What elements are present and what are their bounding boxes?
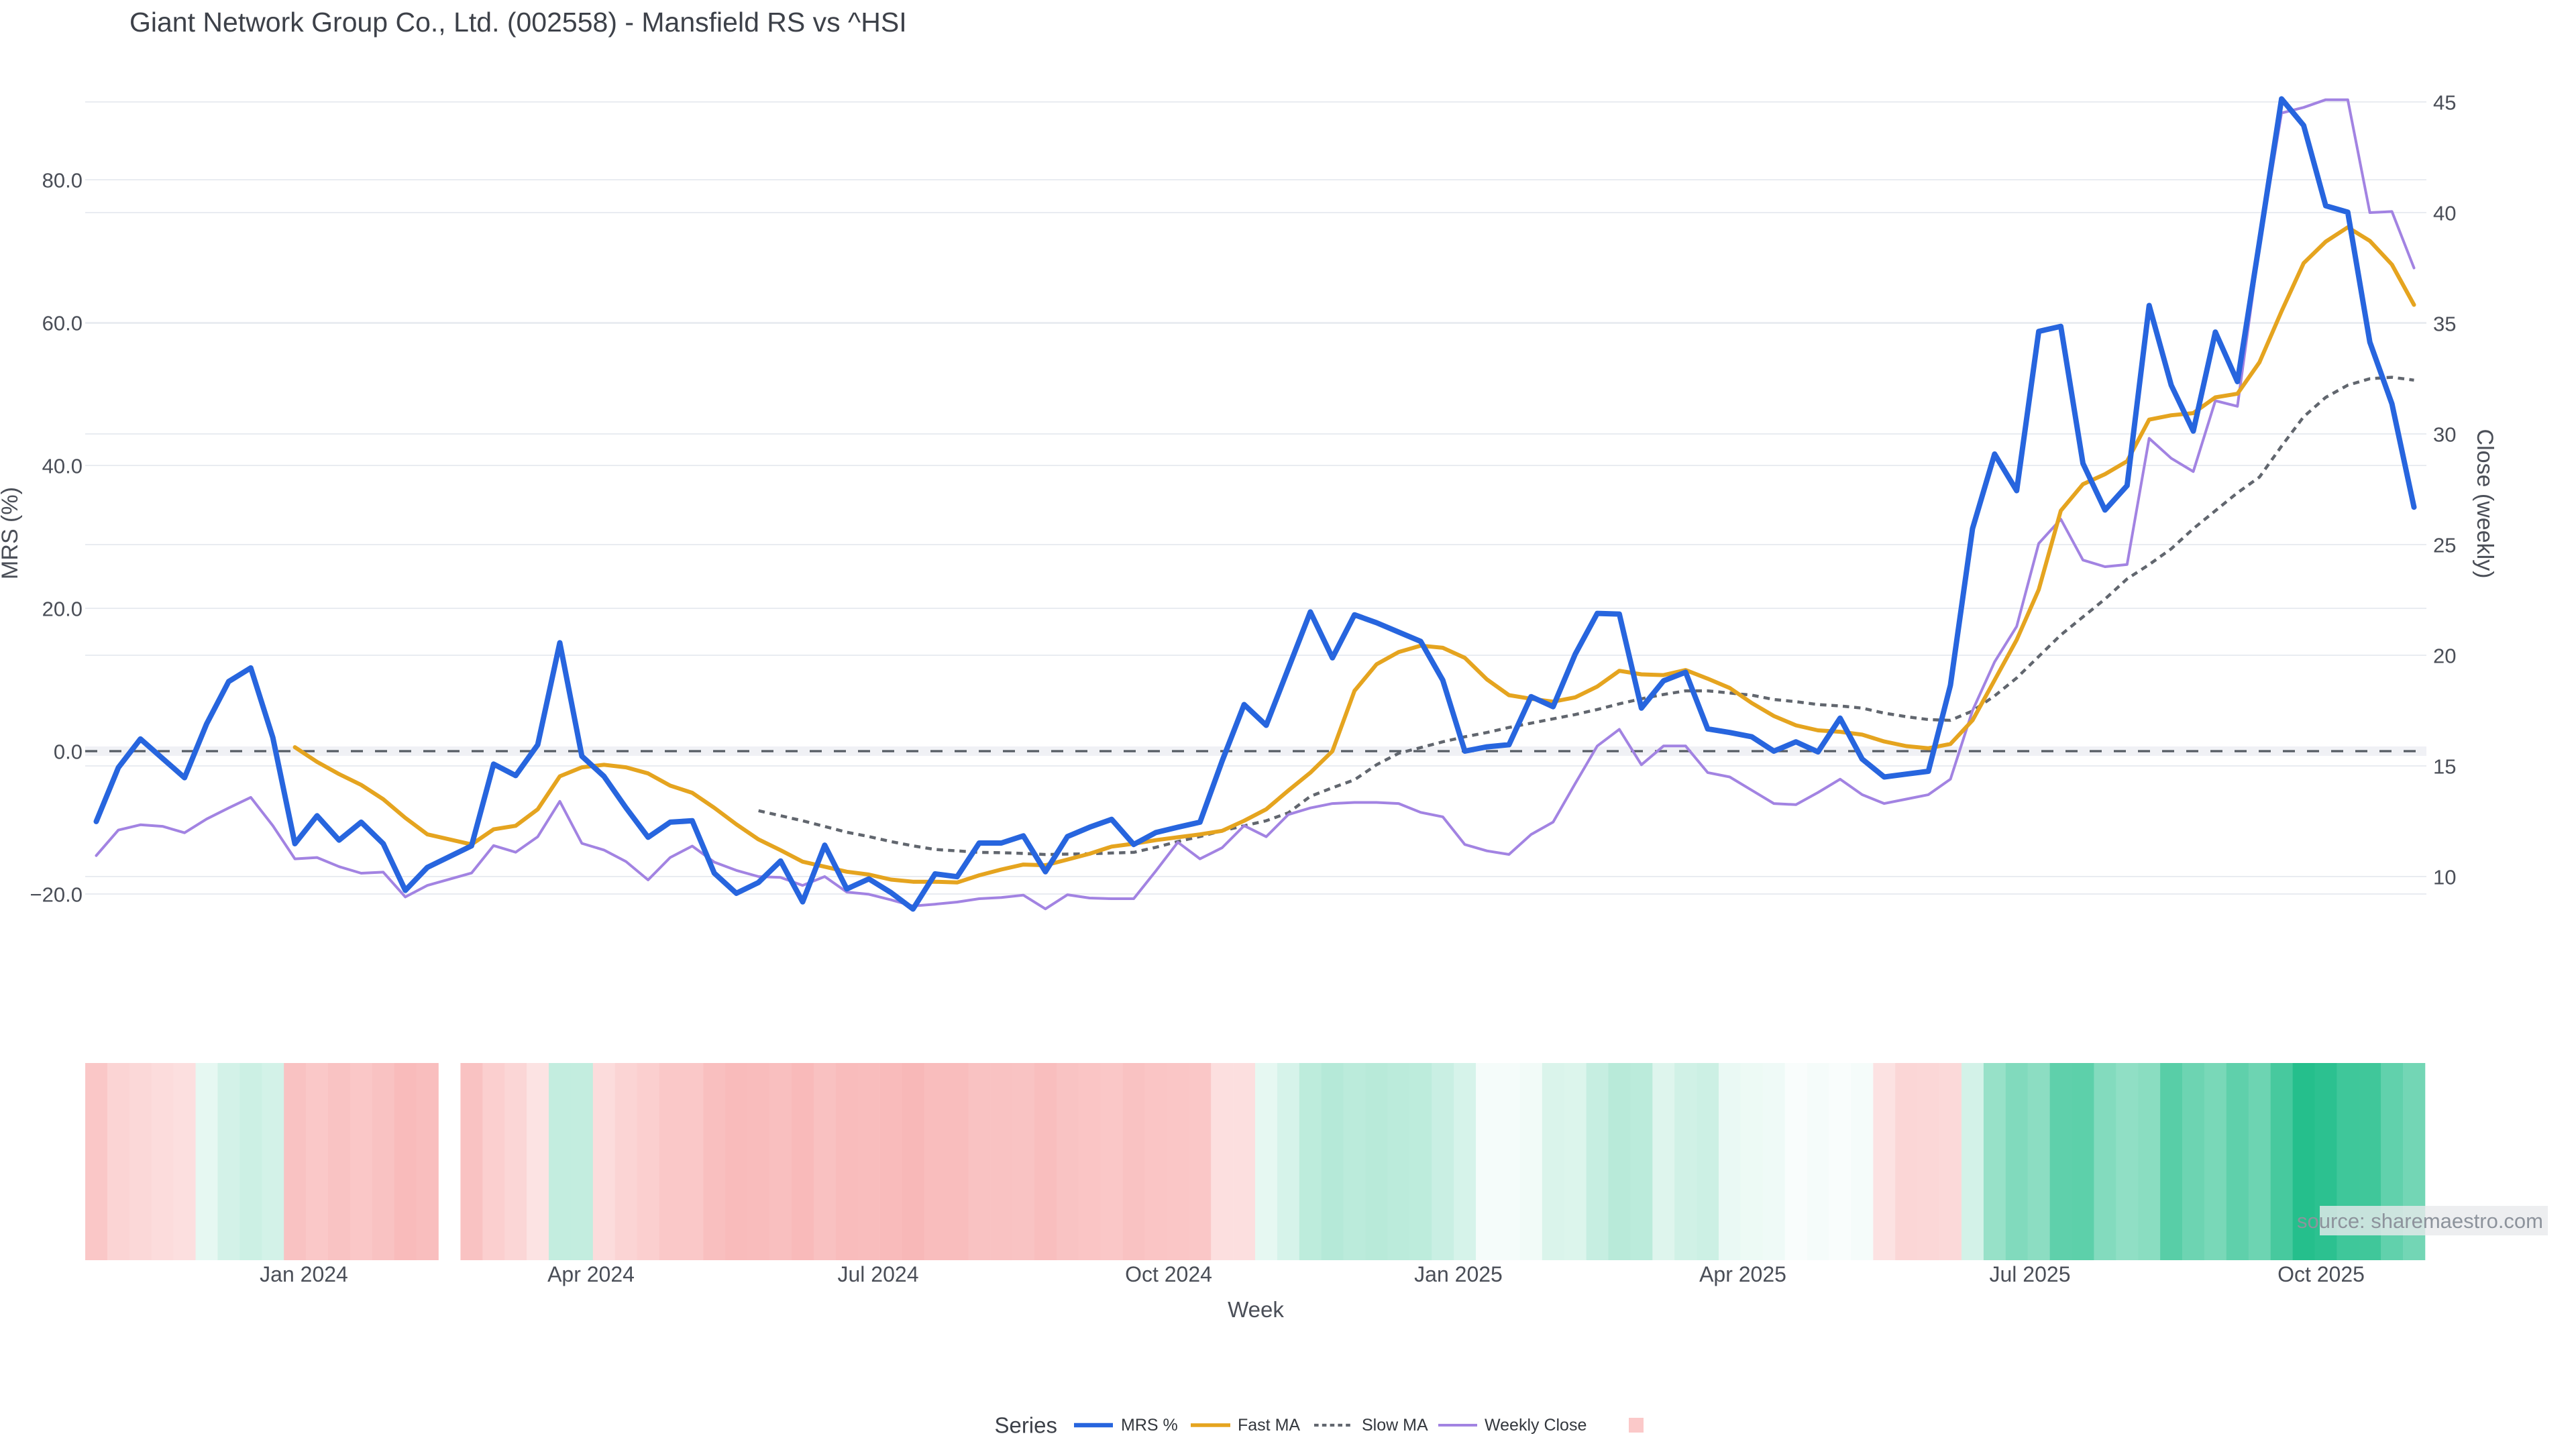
svg-text:40: 40 — [2433, 202, 2456, 225]
svg-text:30: 30 — [2433, 423, 2456, 447]
svg-text:Slow MA: Slow MA — [1362, 1416, 1428, 1435]
svg-text:40.0: 40.0 — [42, 455, 83, 478]
svg-text:80.0: 80.0 — [42, 169, 83, 192]
svg-text:15: 15 — [2433, 755, 2456, 779]
svg-text:60.0: 60.0 — [42, 312, 83, 335]
svg-text:Oct 2025: Oct 2025 — [2277, 1262, 2365, 1286]
svg-text:35: 35 — [2433, 313, 2456, 336]
svg-text:Jul 2024: Jul 2024 — [838, 1262, 919, 1286]
svg-text:Jan 2025: Jan 2025 — [1414, 1262, 1503, 1286]
svg-text:Weekly Close: Weekly Close — [1485, 1416, 1587, 1435]
svg-text:source: sharemaestro.com: source: sharemaestro.com — [2297, 1209, 2543, 1233]
svg-text:Oct 2024: Oct 2024 — [1125, 1262, 1212, 1286]
svg-text:20.0: 20.0 — [42, 598, 83, 621]
svg-text:Week: Week — [1228, 1297, 1284, 1322]
svg-text:0.0: 0.0 — [54, 740, 83, 764]
svg-text:Giant Network Group Co., Ltd.: Giant Network Group Co., Ltd. (002558) -… — [129, 7, 907, 38]
svg-text:45: 45 — [2433, 91, 2456, 115]
svg-text:MRS %: MRS % — [1121, 1416, 1178, 1435]
svg-text:20: 20 — [2433, 645, 2456, 668]
svg-text:Fast MA: Fast MA — [1238, 1416, 1300, 1435]
svg-text:Close (weekly): Close (weekly) — [2472, 429, 2498, 579]
svg-text:Apr 2025: Apr 2025 — [1699, 1262, 1786, 1286]
svg-text:Jul 2025: Jul 2025 — [1990, 1262, 2071, 1286]
svg-text:Jan 2024: Jan 2024 — [260, 1262, 348, 1286]
svg-text:25: 25 — [2433, 534, 2456, 557]
svg-text:Apr 2024: Apr 2024 — [547, 1262, 635, 1286]
svg-text:−20.0: −20.0 — [30, 883, 83, 907]
svg-text:Series: Series — [994, 1413, 1057, 1438]
svg-text:10: 10 — [2433, 866, 2456, 889]
svg-text:MRS (%): MRS (%) — [0, 487, 23, 579]
